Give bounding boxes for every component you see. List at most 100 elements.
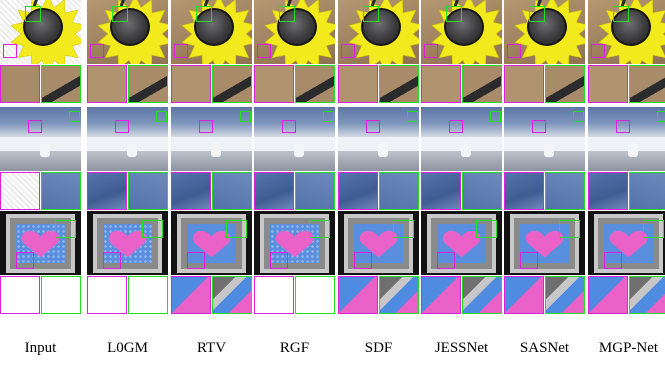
zoom-region-marker	[3, 44, 17, 58]
post-shape	[40, 143, 50, 157]
zoom-inset-green	[128, 276, 168, 314]
result-tile-heart	[0, 211, 81, 314]
zoom-region-marker	[529, 6, 545, 22]
method-column: JESSNet	[421, 0, 502, 366]
mosaic-board	[437, 224, 486, 263]
method-column: L0GM	[87, 0, 168, 366]
result-tile-snow	[0, 107, 81, 210]
zoom-region-marker	[393, 220, 414, 238]
zoom-region-marker	[270, 252, 288, 269]
post-shape	[127, 143, 137, 157]
zoom-inset-magenta	[588, 276, 628, 314]
pan-scene-image	[171, 0, 252, 64]
zoom-region-marker	[156, 111, 167, 122]
zoom-inset-magenta	[87, 65, 127, 103]
zoom-inset-green	[379, 65, 419, 103]
pan-scene-image	[588, 0, 665, 64]
zoom-inset-magenta	[504, 65, 544, 103]
zoom-region-marker	[559, 220, 580, 238]
snow-scene-image	[588, 107, 665, 171]
method-column: RTV	[171, 0, 252, 366]
result-tile-heart	[504, 211, 585, 314]
result-tile-heart	[87, 211, 168, 314]
post-shape	[544, 143, 554, 157]
zoom-inset-green	[128, 65, 168, 103]
mosaic-board	[270, 224, 319, 263]
zoom-inset-green	[462, 65, 502, 103]
post-shape	[211, 143, 221, 157]
zoom-region-marker	[282, 120, 296, 133]
zoom-inset-magenta	[0, 172, 40, 210]
pan-scene-image	[254, 0, 335, 64]
post-shape	[461, 143, 471, 157]
method-label: SDF	[364, 340, 393, 356]
heart-shape	[442, 229, 481, 259]
zoom-region-marker	[490, 111, 501, 122]
frying-pan	[277, 8, 317, 46]
snow-ledge	[588, 137, 665, 151]
zoom-inset-magenta	[504, 172, 544, 210]
zoom-region-marker	[449, 120, 463, 133]
zoom-region-marker	[112, 6, 128, 22]
mosaic-board	[354, 224, 403, 263]
zoom-region-marker	[604, 252, 622, 269]
mosaic-frame	[260, 214, 329, 273]
mosaic-frame	[594, 214, 663, 273]
zoom-region-marker	[613, 6, 629, 22]
zoom-region-marker	[532, 120, 546, 133]
frying-pan	[361, 8, 401, 46]
result-tile-snow	[588, 107, 665, 210]
zoom-inset-green	[41, 172, 81, 210]
method-column: RGF	[254, 0, 335, 366]
zoom-region-marker	[16, 252, 34, 269]
frying-pan	[194, 8, 234, 46]
frying-pan	[110, 8, 150, 46]
zoom-region-marker	[446, 6, 462, 22]
zoom-region-marker	[279, 6, 295, 22]
zoom-inset-magenta	[171, 65, 211, 103]
mosaic-frame	[344, 214, 413, 273]
zoom-region-marker	[341, 44, 355, 58]
result-tile-heart	[588, 211, 665, 314]
zoom-inset-magenta	[588, 172, 628, 210]
zoom-inset-green	[462, 172, 502, 210]
heart-scene-image	[87, 211, 168, 275]
zoom-region-marker	[55, 220, 76, 238]
result-tile-snow	[171, 107, 252, 210]
zoom-region-marker	[424, 44, 438, 58]
mosaic-board	[604, 224, 653, 263]
zoom-region-marker	[199, 120, 213, 133]
heart-scene-image	[504, 211, 585, 275]
result-tile-pan	[504, 0, 585, 103]
zoom-region-marker	[90, 44, 104, 58]
zoom-region-marker	[142, 220, 163, 238]
heart-scene-image	[0, 211, 81, 275]
zoom-inset-magenta	[338, 276, 378, 314]
zoom-region-marker	[257, 44, 271, 58]
zoom-inset-magenta	[421, 172, 461, 210]
method-column: SASNet	[504, 0, 585, 366]
zoom-inset-green	[212, 65, 252, 103]
zoom-inset-magenta	[87, 276, 127, 314]
snow-scene-image	[504, 107, 585, 171]
zoom-region-marker	[507, 44, 521, 58]
zoom-region-marker	[226, 220, 247, 238]
zoom-inset-magenta	[254, 172, 294, 210]
snow-scene-image	[87, 107, 168, 171]
heart-shape	[525, 229, 564, 259]
mosaic-frame	[427, 214, 496, 273]
heart-scene-image	[171, 211, 252, 275]
zoom-region-marker	[28, 120, 42, 133]
result-tile-pan	[421, 0, 502, 103]
zoom-region-marker	[363, 6, 379, 22]
zoom-region-marker	[657, 111, 665, 122]
pan-scene-image	[87, 0, 168, 64]
heart-scene-image	[254, 211, 335, 275]
mosaic-board	[16, 224, 65, 263]
zoom-inset-green	[41, 276, 81, 314]
zoom-inset-magenta	[171, 276, 211, 314]
mosaic-board	[187, 224, 236, 263]
method-label: SASNet	[519, 340, 570, 356]
zoom-region-marker	[407, 111, 418, 122]
snow-scene-image	[254, 107, 335, 171]
